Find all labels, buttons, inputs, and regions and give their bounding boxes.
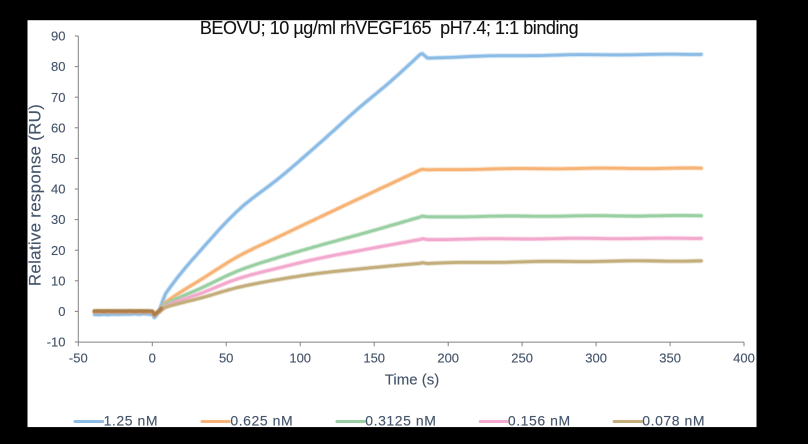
svg-text:0.625 nM: 0.625 nM — [230, 413, 293, 429]
svg-text:0.3125 nM: 0.3125 nM — [365, 413, 436, 429]
svg-text:10: 10 — [51, 273, 65, 288]
svg-text:70: 70 — [51, 90, 65, 105]
svg-text:300: 300 — [585, 351, 607, 366]
svg-text:1.25 nM: 1.25 nM — [104, 413, 158, 429]
svg-text:20: 20 — [51, 243, 65, 258]
svg-text:90: 90 — [51, 29, 65, 44]
svg-text:50: 50 — [51, 151, 65, 166]
svg-text:100: 100 — [289, 351, 311, 366]
svg-text:0.078 nM: 0.078 nM — [642, 413, 705, 429]
svg-text:BEOVU; 10 µg/ml rhVEGF165 pH7: BEOVU; 10 µg/ml rhVEGF165 pH7.4; 1:1 bin… — [200, 18, 578, 38]
svg-text:0: 0 — [58, 304, 65, 319]
svg-text:30: 30 — [51, 212, 65, 227]
svg-text:350: 350 — [659, 351, 681, 366]
svg-text:40: 40 — [51, 182, 65, 197]
svg-text:0.156 nM: 0.156 nM — [508, 413, 571, 429]
svg-text:0: 0 — [149, 351, 156, 366]
svg-text:60: 60 — [51, 120, 65, 135]
svg-text:Time (s): Time (s) — [385, 372, 439, 389]
svg-text:50: 50 — [219, 351, 233, 366]
svg-text:80: 80 — [51, 59, 65, 74]
svg-text:150: 150 — [363, 351, 385, 366]
svg-text:Relative response (RU): Relative response (RU) — [26, 104, 45, 286]
svg-text:-10: -10 — [47, 335, 66, 350]
svg-text:200: 200 — [437, 351, 459, 366]
svg-text:-50: -50 — [69, 351, 88, 366]
svg-text:250: 250 — [511, 351, 533, 366]
svg-text:400: 400 — [733, 351, 755, 366]
